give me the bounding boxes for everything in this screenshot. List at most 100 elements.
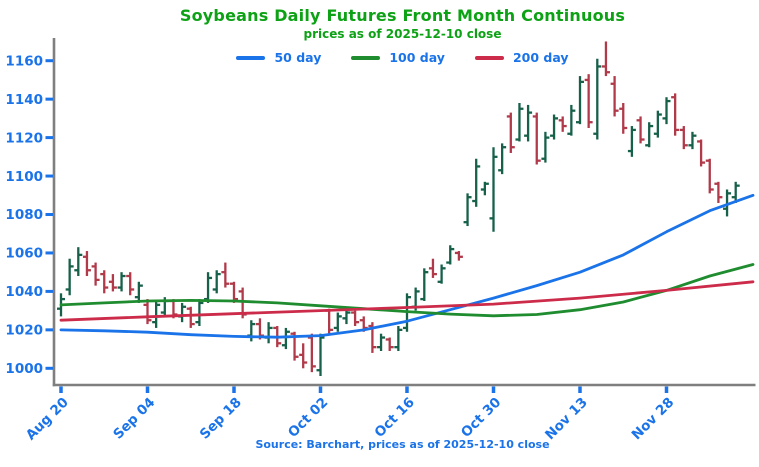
- x-tick-label: Aug 20: [23, 395, 72, 444]
- y-tick-label: 1160: [5, 53, 43, 69]
- ohlc-bar: [178, 302, 187, 323]
- ma-line-100-day: [59, 263, 755, 318]
- x-tick-label: Nov 13: [542, 395, 591, 444]
- ohlc-bar: [333, 312, 342, 332]
- ohlc-bar: [230, 281, 238, 303]
- x-tick-label: Sep 04: [110, 395, 158, 443]
- ohlc-bar: [653, 110, 662, 138]
- ohlc-bar: [584, 74, 593, 128]
- ohlc-bar: [567, 104, 576, 136]
- ohlc-bar: [108, 274, 117, 292]
- ohlc-bar: [558, 116, 567, 132]
- ohlc-bar: [550, 114, 559, 140]
- ohlc-bar: [117, 272, 126, 292]
- ohlc-bar: [506, 112, 515, 153]
- y-tick-label: 1020: [5, 323, 43, 339]
- legend-label: 50 day: [274, 50, 322, 65]
- ohlc-bar: [627, 126, 636, 157]
- ohlc-bar: [100, 270, 109, 294]
- ohlc-bar: [705, 158, 714, 194]
- source-footer: Source: Barchart, prices as of 2025-12-1…: [255, 438, 550, 451]
- y-tick-label: 1060: [5, 246, 43, 262]
- legend-item-200-day: 200 day: [474, 50, 569, 65]
- ohlc-bar: [688, 131, 697, 150]
- ohlc-bar: [610, 76, 619, 117]
- y-tick-label: 1080: [5, 207, 43, 223]
- ohlc-bar: [454, 251, 463, 261]
- legend-swatch-100-day: [351, 55, 381, 60]
- ohlc-bar: [428, 258, 437, 278]
- ohlc-bar: [524, 104, 533, 142]
- ohlc-bar: [489, 147, 498, 232]
- ohlc-bar: [247, 320, 256, 342]
- ohlc-bar: [731, 181, 740, 203]
- ohlc-bar: [82, 251, 91, 277]
- ohlc-bar: [316, 333, 325, 376]
- x-tick-label: Oct 16: [372, 395, 418, 441]
- chart-legend: 50 day 100 day 200 day: [48, 50, 757, 65]
- ohlc-bar: [515, 102, 524, 142]
- ohlc-bar: [195, 299, 204, 327]
- ohlc-bar: [325, 308, 334, 334]
- ma-line-50-day: [59, 193, 755, 339]
- ohlc-bar: [472, 158, 481, 207]
- x-tick-label: Nov 28: [629, 395, 678, 444]
- ohlc-bar: [671, 93, 680, 136]
- ohlc-bar: [541, 131, 550, 163]
- ohlc-bar: [264, 322, 273, 344]
- ohlc-bar: [385, 337, 394, 351]
- ohlc-bar: [662, 97, 671, 125]
- ohlc-bar: [593, 58, 602, 140]
- ohlc-bar: [437, 264, 446, 284]
- legend-item-100-day: 100 day: [351, 50, 445, 65]
- ohlc-bar: [532, 112, 541, 165]
- ohlc-bar: [645, 122, 654, 148]
- ohlc-bar: [463, 193, 472, 227]
- x-tick-label: Oct 02: [285, 395, 331, 441]
- chart-title: Soybeans Daily Futures Front Month Conti…: [179, 6, 626, 25]
- legend-label: 100 day: [389, 50, 445, 65]
- ohlc-bar: [377, 333, 386, 351]
- ohlc-bar: [480, 181, 489, 196]
- legend-item-50-day: 50 day: [236, 50, 321, 65]
- ohlc-bar: [714, 181, 723, 203]
- ohlc-bar: [186, 306, 195, 328]
- chart-subtitle: prices as of 2025-12-10 close: [303, 27, 502, 41]
- x-tick-label: Sep 18: [197, 395, 245, 443]
- ohlc-bar: [134, 281, 143, 303]
- y-tick-label: 1140: [5, 92, 43, 108]
- ohlc-bar: [351, 310, 360, 327]
- x-tick-label: Oct 30: [458, 395, 504, 441]
- ohlc-bar: [619, 102, 628, 134]
- y-tick-label: 1000: [5, 361, 43, 377]
- ohlc-bar: [143, 299, 152, 325]
- ohlc-bar: [204, 272, 213, 303]
- ohlc-bar: [307, 333, 316, 373]
- ohlc-bar: [74, 247, 83, 277]
- y-tick-label: 1100: [5, 169, 43, 185]
- ohlc-bar: [576, 76, 584, 125]
- y-tick-label: 1120: [5, 130, 43, 146]
- ohlc-bar: [152, 301, 161, 328]
- ohlc-bar: [221, 262, 230, 288]
- ohlc-bar: [697, 139, 706, 167]
- ohlc-bar: [212, 270, 221, 294]
- ohlc-bar: [679, 126, 688, 150]
- ma-line-200-day: [59, 280, 755, 322]
- ohlc-bar: [723, 189, 732, 217]
- ohlc-bar: [394, 326, 403, 351]
- legend-swatch-50-day: [236, 55, 266, 60]
- ohlc-bar: [601, 41, 610, 77]
- ohlc-bar: [636, 116, 645, 144]
- ohlc-bar: [65, 258, 74, 296]
- ohlc-bar: [299, 343, 308, 369]
- ohlc-bar: [498, 143, 507, 175]
- ohlc-bar: [126, 272, 135, 296]
- ohlc-bar: [342, 308, 351, 325]
- ohlc-bar: [446, 245, 455, 265]
- ohlc-bar: [91, 262, 100, 286]
- legend-swatch-200-day: [474, 55, 504, 60]
- y-tick-label: 1040: [5, 284, 43, 300]
